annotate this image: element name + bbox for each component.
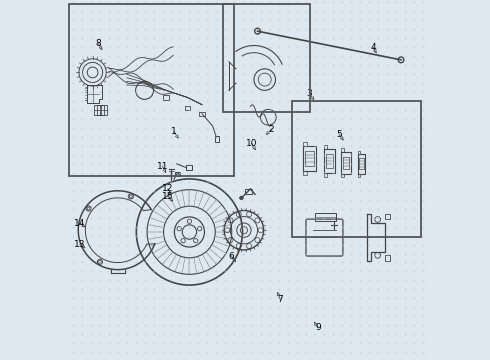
Bar	[358, 174, 360, 177]
Bar	[185, 106, 191, 111]
Bar	[342, 152, 351, 174]
Bar	[175, 172, 180, 176]
Bar	[324, 149, 335, 173]
Text: 8: 8	[96, 39, 101, 48]
Bar	[69, 4, 234, 176]
Bar	[324, 145, 327, 149]
Bar	[186, 165, 192, 170]
Text: 3: 3	[307, 89, 313, 98]
Bar	[245, 189, 252, 194]
Bar	[385, 214, 390, 220]
Bar	[342, 174, 344, 177]
Text: 11: 11	[157, 162, 168, 171]
Bar	[358, 154, 366, 174]
Bar	[385, 255, 390, 261]
Bar	[97, 105, 104, 116]
Text: 7: 7	[277, 294, 283, 303]
Bar	[342, 148, 344, 152]
Bar	[359, 158, 364, 170]
Bar	[163, 95, 169, 100]
Bar	[358, 151, 360, 154]
Bar	[223, 4, 310, 112]
Text: 2: 2	[269, 125, 274, 134]
Text: 5: 5	[336, 130, 342, 139]
Bar	[303, 171, 307, 175]
Text: 15: 15	[162, 192, 173, 201]
Text: 9: 9	[315, 323, 320, 332]
Bar	[215, 136, 219, 142]
Bar	[199, 112, 205, 116]
Bar	[324, 173, 327, 177]
Text: 6: 6	[228, 252, 234, 261]
Bar	[100, 105, 107, 116]
Text: 13: 13	[74, 240, 86, 249]
Bar	[303, 142, 307, 145]
Text: 10: 10	[245, 139, 257, 148]
Text: 4: 4	[370, 43, 376, 52]
Bar	[325, 154, 333, 168]
Bar	[305, 152, 314, 166]
Text: 14: 14	[74, 219, 86, 228]
Bar	[303, 145, 317, 171]
Text: 1: 1	[171, 127, 177, 136]
Bar	[95, 105, 101, 116]
Bar	[343, 157, 349, 169]
Text: 12: 12	[162, 184, 173, 193]
Circle shape	[240, 196, 243, 200]
Bar	[292, 101, 421, 237]
Bar	[315, 213, 336, 221]
